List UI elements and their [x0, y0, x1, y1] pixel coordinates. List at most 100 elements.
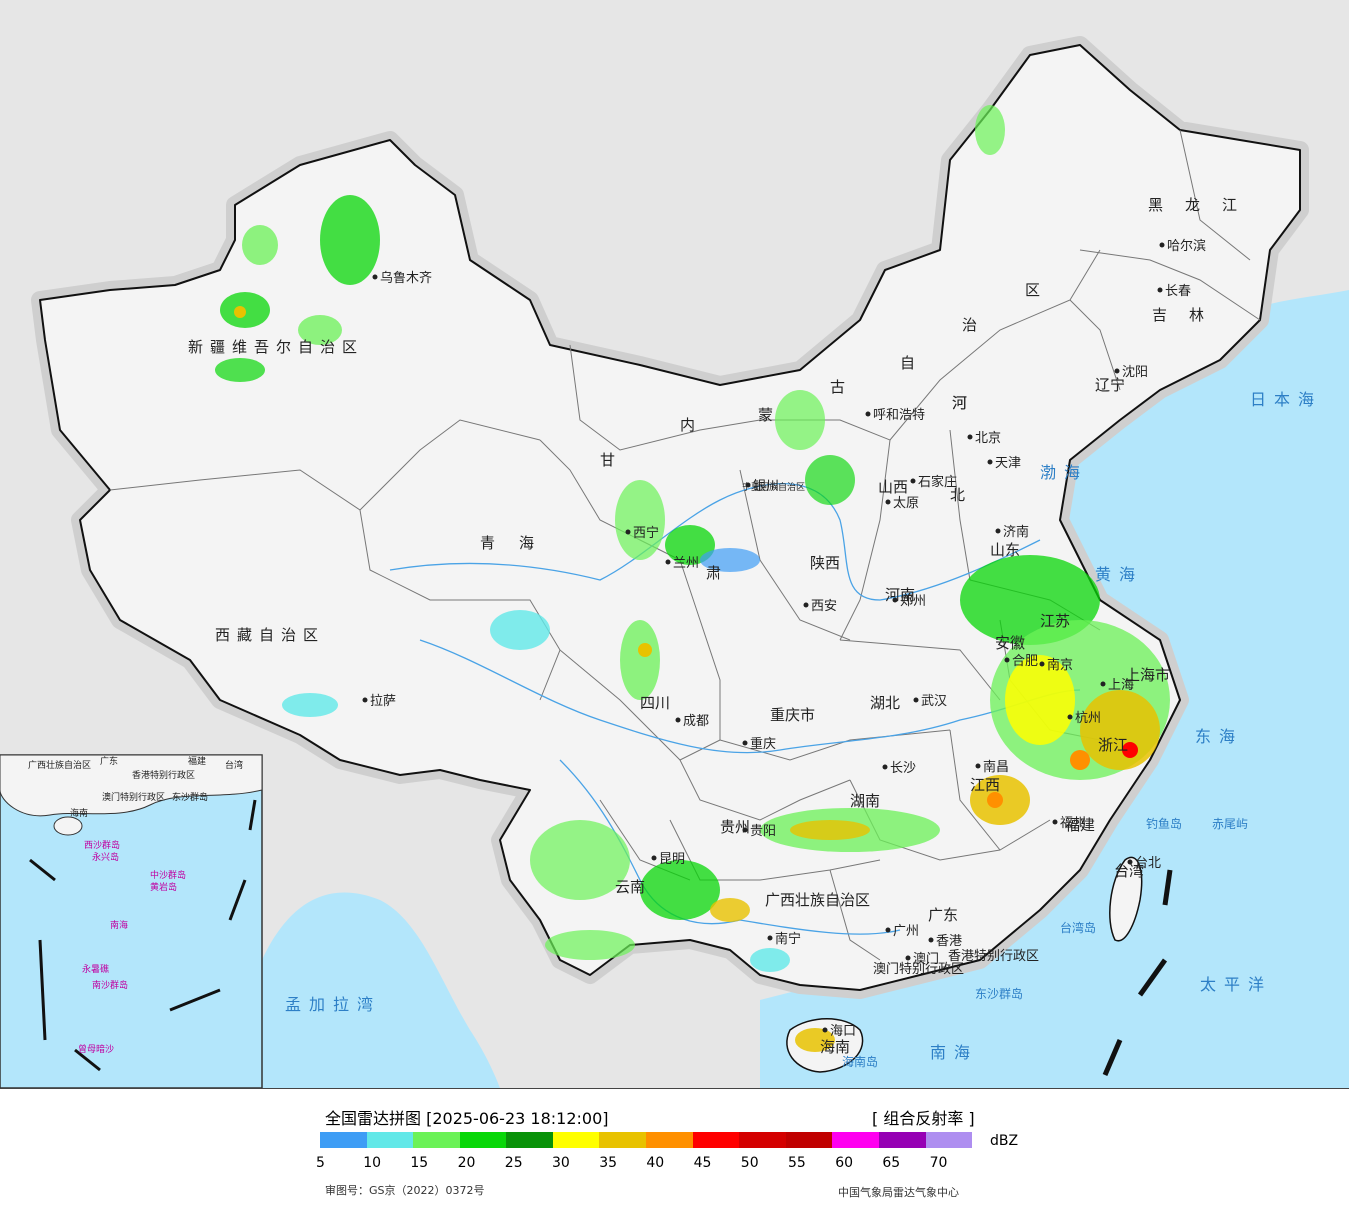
city-marker: [665, 559, 671, 565]
colorbar-tick-label: 55: [788, 1155, 806, 1171]
inset-label: 黄岩岛: [150, 881, 177, 893]
province-label: 浙江: [1098, 736, 1128, 754]
city-marker: [742, 827, 748, 833]
city-label: 呼和浩特: [873, 408, 925, 423]
sea-japan: [1231, 300, 1349, 480]
city-marker: [372, 274, 378, 280]
colorbar-cell: [506, 1132, 553, 1148]
province-label: 云南: [615, 878, 645, 896]
province-label: 黑龙江: [1148, 196, 1259, 214]
sea-label: 南海: [930, 1043, 978, 1062]
sea-bay-of-bengal: [262, 892, 500, 1088]
city-label: 上海: [1108, 678, 1134, 693]
city-label: 石家庄: [918, 474, 957, 490]
province-label: 内: [680, 416, 695, 434]
province-label: 区: [1025, 281, 1040, 299]
province-label: 广东: [928, 906, 958, 924]
colorbar-tick-label: 20: [457, 1155, 476, 1171]
colorbar-tick-label: 50: [740, 1155, 759, 1171]
city-marker: [905, 955, 911, 961]
inset-label: 海南: [70, 807, 88, 819]
province-label: 青海: [480, 534, 558, 552]
city-label: 西宁: [633, 525, 659, 541]
city-marker: [987, 459, 993, 465]
city-label: 南宁: [775, 931, 801, 947]
province-label: 山东: [990, 541, 1020, 559]
city-marker: [892, 597, 898, 603]
inset-label: 福建: [188, 755, 206, 767]
sea-label: 黄海: [1095, 565, 1143, 584]
city-label: 合肥: [1012, 654, 1038, 669]
taiwan-island: [1109, 856, 1143, 942]
city-label: 重庆: [750, 736, 776, 752]
city-marker: [885, 927, 891, 933]
city-label: 沈阳: [1122, 365, 1148, 380]
sea-label: 孟加拉湾: [285, 995, 381, 1014]
colorbar-tick-label: 10: [363, 1155, 382, 1171]
colorbar-tick-label: 35: [599, 1155, 618, 1171]
province-label: 甘: [600, 451, 615, 469]
province-label: 安徽: [995, 634, 1025, 652]
province-label: 山西: [878, 478, 908, 496]
colorbar-cell: [739, 1132, 786, 1148]
city-marker: [865, 411, 871, 417]
sea-label: 东海: [1195, 727, 1243, 746]
colorbar-cell: [413, 1132, 460, 1148]
city-label: 拉萨: [370, 694, 396, 709]
colorbar-tick-label: 45: [693, 1155, 712, 1171]
province-label: 蒙: [758, 406, 773, 424]
city-label: 北京: [975, 431, 1001, 446]
province-label: 河: [952, 394, 967, 412]
inset-label: 南海: [110, 919, 128, 931]
city-marker: [1052, 819, 1058, 825]
inset-label: 永暑礁: [82, 963, 109, 975]
colorbar-cell: [646, 1132, 693, 1148]
city-marker: [928, 937, 934, 943]
city-label: 成都: [683, 714, 709, 729]
city-label: 南京: [1047, 657, 1073, 673]
inset-label: 台湾: [225, 759, 243, 771]
special-region-label: 香港特别行政区: [948, 949, 1039, 964]
island-label: 钓鱼岛: [1146, 816, 1182, 831]
province-label: 陕西: [810, 554, 840, 572]
city-label: 广州: [893, 924, 919, 939]
city-marker: [975, 763, 981, 769]
province-label: 重庆市: [770, 706, 815, 724]
city-marker: [822, 1027, 828, 1033]
colorbar-cell: [692, 1132, 740, 1148]
sea-label: 渤海: [1040, 463, 1088, 482]
colorbar-tick-label: 30: [552, 1155, 570, 1171]
province-label: 北: [950, 486, 965, 504]
province-label: 吉林: [1152, 306, 1226, 324]
city-label: 福州: [1060, 816, 1086, 831]
city-label: 郑州: [900, 594, 926, 609]
city-marker: [882, 764, 888, 770]
city-marker: [803, 602, 809, 608]
colorbar-cell: [832, 1132, 879, 1148]
city-marker: [362, 697, 368, 703]
colorbar-cell: [366, 1132, 414, 1148]
colorbar-tick-label: 25: [504, 1155, 523, 1171]
province-label: 江苏: [1040, 612, 1070, 630]
inset-label: 中沙群岛: [150, 869, 186, 881]
reflectivity-colorbar: [320, 1132, 973, 1148]
colorbar-cell: [878, 1132, 926, 1148]
colorbar-cell: [320, 1132, 367, 1148]
province-boundaries: [109, 129, 1261, 961]
province-label: 宁夏回族自治区: [742, 481, 805, 493]
city-label: 济南: [1003, 524, 1029, 540]
city-label: 哈尔滨: [1167, 238, 1206, 254]
inset-label: 西沙群岛: [84, 839, 120, 851]
province-label: 贵州: [720, 818, 750, 836]
city-label: 武汉: [921, 694, 947, 709]
city-marker: [1100, 681, 1106, 687]
radar-echoes: [215, 105, 1170, 1052]
city-marker: [675, 717, 681, 723]
special-region-label: 澳门特别行政区: [873, 961, 964, 977]
city-label: 西安: [811, 599, 837, 614]
city-marker: [651, 855, 657, 861]
city-label: 杭州: [1075, 711, 1101, 726]
province-label: 河南: [885, 586, 915, 604]
inset-label: 永兴岛: [92, 851, 119, 863]
colorbar-cell: [459, 1132, 507, 1148]
